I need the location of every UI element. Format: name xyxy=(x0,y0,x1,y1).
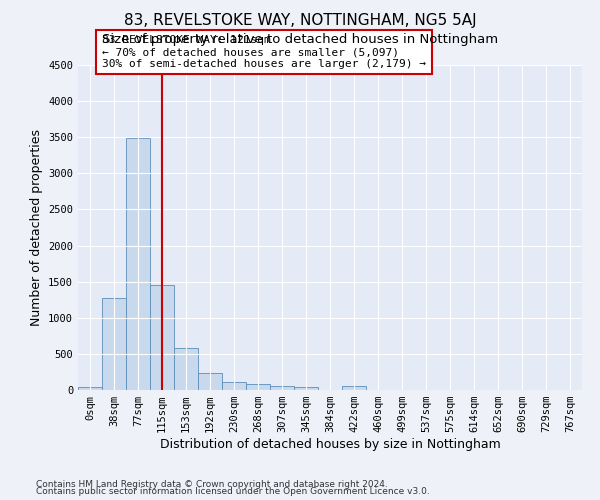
Text: Size of property relative to detached houses in Nottingham: Size of property relative to detached ho… xyxy=(102,32,498,46)
Text: 83 REVELSTOKE WAY: 121sqm
← 70% of detached houses are smaller (5,097)
30% of se: 83 REVELSTOKE WAY: 121sqm ← 70% of detac… xyxy=(102,36,426,68)
Text: 83, REVELSTOKE WAY, NOTTINGHAM, NG5 5AJ: 83, REVELSTOKE WAY, NOTTINGHAM, NG5 5AJ xyxy=(124,12,476,28)
Bar xyxy=(342,386,366,390)
Bar xyxy=(126,138,150,390)
Bar xyxy=(78,387,102,390)
Bar xyxy=(246,384,270,390)
X-axis label: Distribution of detached houses by size in Nottingham: Distribution of detached houses by size … xyxy=(160,438,500,451)
Bar xyxy=(150,284,174,390)
Text: Contains HM Land Registry data © Crown copyright and database right 2024.: Contains HM Land Registry data © Crown c… xyxy=(36,480,388,489)
Bar xyxy=(198,372,222,390)
Bar xyxy=(174,348,198,390)
Text: Contains public sector information licensed under the Open Government Licence v3: Contains public sector information licen… xyxy=(36,488,430,496)
Bar xyxy=(270,386,294,390)
Bar xyxy=(294,387,318,390)
Bar xyxy=(102,298,126,390)
Y-axis label: Number of detached properties: Number of detached properties xyxy=(29,129,43,326)
Bar xyxy=(222,382,246,390)
